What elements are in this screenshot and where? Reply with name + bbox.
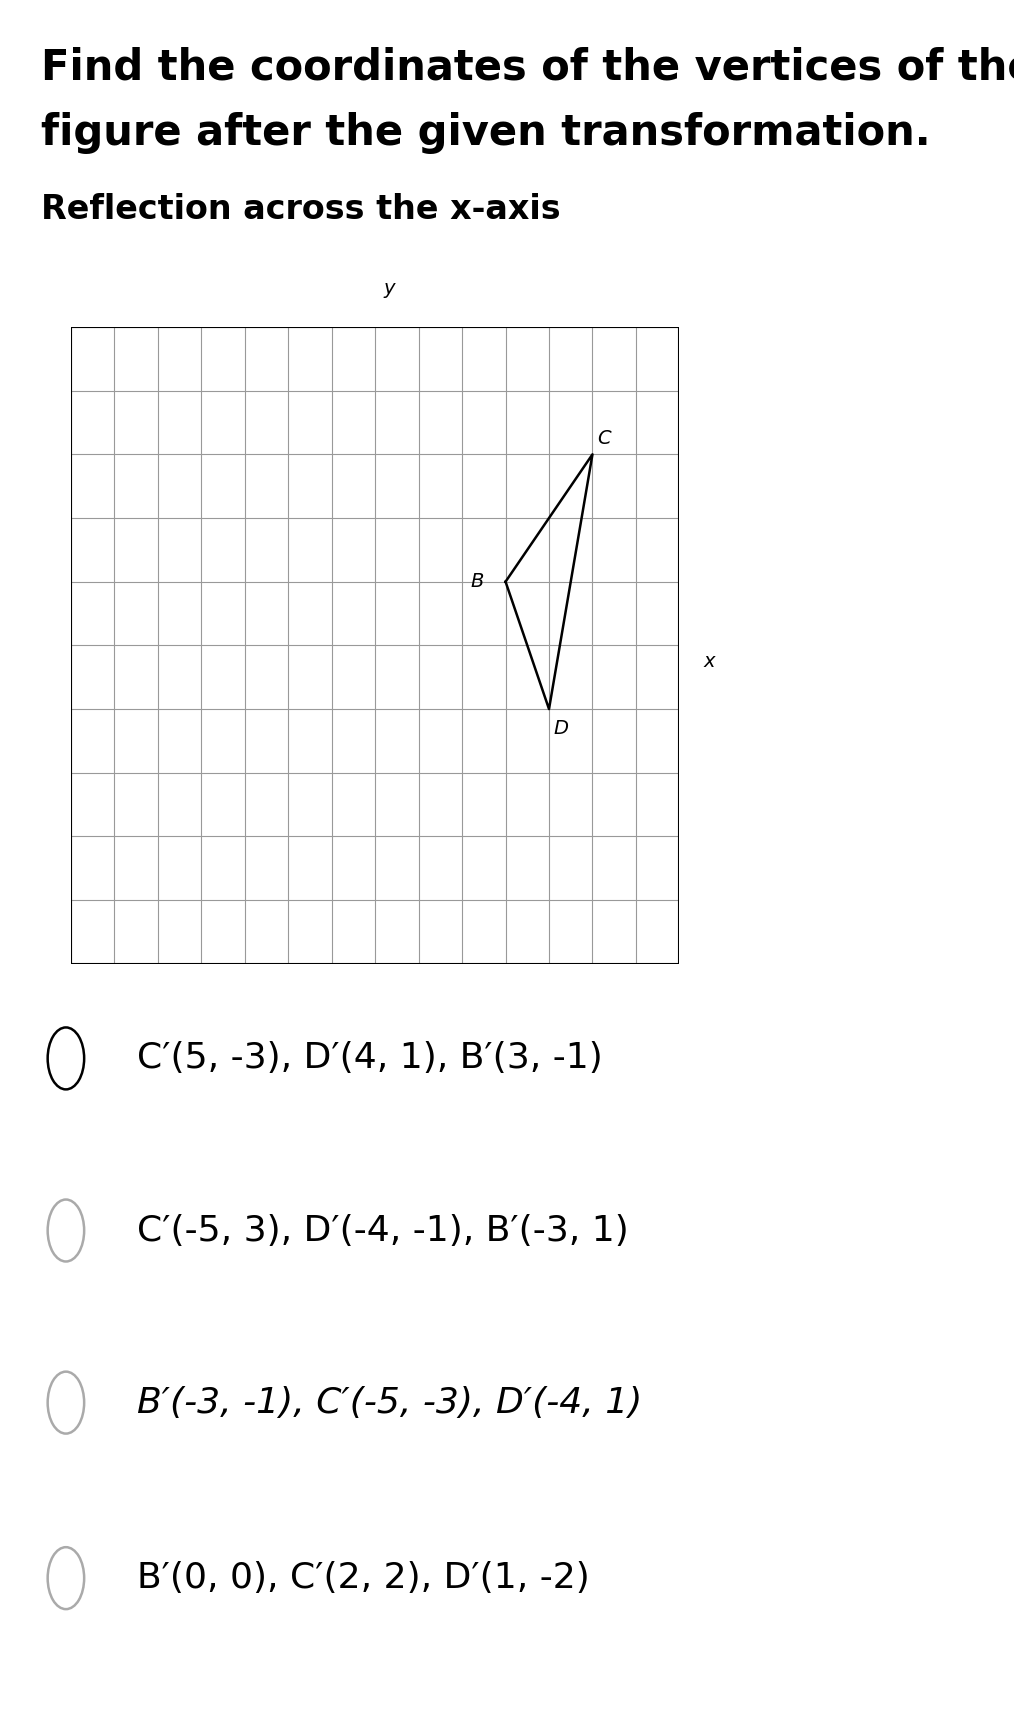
Text: Reflection across the x-axis: Reflection across the x-axis: [41, 193, 560, 225]
Text: B′(-3, -1), C′(-5, -3), D′(-4, 1): B′(-3, -1), C′(-5, -3), D′(-4, 1): [137, 1385, 642, 1420]
Text: C: C: [597, 429, 610, 447]
Text: x: x: [704, 652, 715, 671]
Text: figure after the given transformation.: figure after the given transformation.: [41, 112, 930, 153]
Text: y: y: [384, 279, 395, 298]
Text: D: D: [554, 719, 569, 738]
Text: B: B: [470, 571, 484, 592]
Text: C′(-5, 3), D′(-4, -1), B′(-3, 1): C′(-5, 3), D′(-4, -1), B′(-3, 1): [137, 1213, 629, 1248]
Text: Find the coordinates of the vertices of the: Find the coordinates of the vertices of …: [41, 46, 1014, 88]
Text: B′(0, 0), C′(2, 2), D′(1, -2): B′(0, 0), C′(2, 2), D′(1, -2): [137, 1561, 589, 1595]
Text: C′(5, -3), D′(4, 1), B′(3, -1): C′(5, -3), D′(4, 1), B′(3, -1): [137, 1041, 602, 1076]
